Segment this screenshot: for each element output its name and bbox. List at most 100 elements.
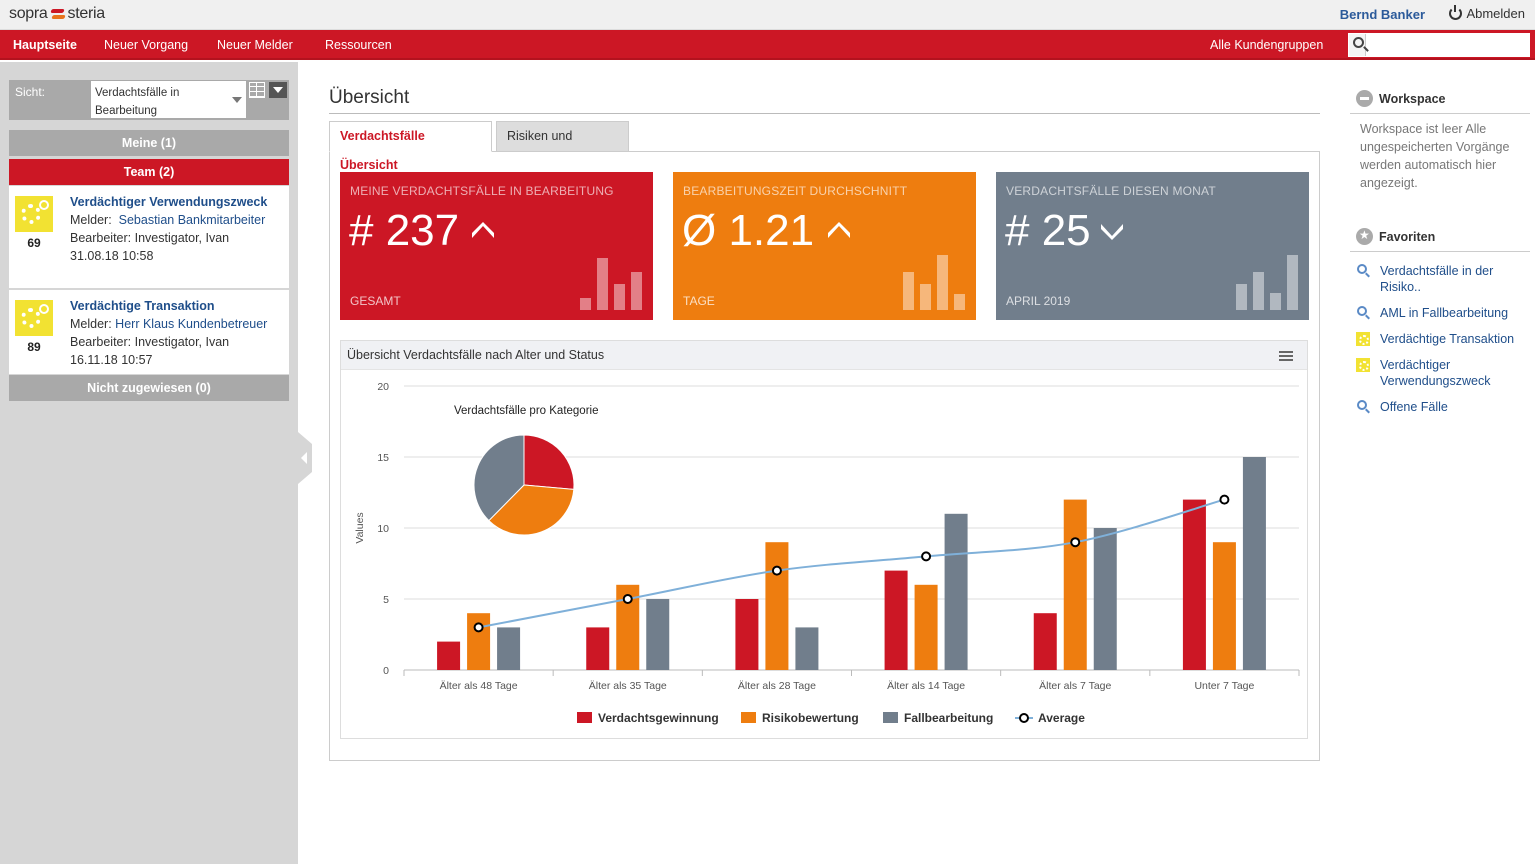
nav-item-neuer-melder[interactable]: Neuer Melder xyxy=(217,38,293,52)
search-icon[interactable] xyxy=(1349,34,1369,56)
view-options-dropdown-icon[interactable] xyxy=(269,82,287,98)
case-date: 31.08.18 10:58 xyxy=(70,249,154,263)
view-label: Sicht: xyxy=(15,85,46,99)
nav-item-hauptseite[interactable]: Hauptseite xyxy=(13,38,77,52)
y-tick-label: 0 xyxy=(383,665,389,677)
chevron-left-icon xyxy=(301,452,307,464)
x-tick-label: Älter als 28 Tage xyxy=(738,680,816,692)
group-mine[interactable]: Meine (1) xyxy=(9,130,289,156)
kpi-mini-bar xyxy=(903,272,914,310)
bar-risikobewertung xyxy=(1063,499,1087,670)
x-tick-label: Älter als 14 Tage xyxy=(887,680,965,692)
kpi-mini-bar xyxy=(614,284,625,310)
bar-verdachtsgewinnung xyxy=(437,641,461,670)
kpi-value: # 25 xyxy=(1005,206,1091,255)
kpi-mini-bar-chart xyxy=(903,250,967,310)
workspace-divider xyxy=(1350,113,1530,114)
case-reporter-label: Melder: xyxy=(70,213,112,227)
favorite-item[interactable]: Verdächtiger Verwendungszweck xyxy=(1356,357,1531,389)
tab-verdachtsfaelle-uebersicht[interactable]: Verdachtsfälle Übersicht xyxy=(329,121,492,172)
average-point xyxy=(921,551,932,562)
case-gear-icon xyxy=(15,300,53,336)
logo-text-left: sopra xyxy=(9,5,48,22)
bar-fallbearbeitung xyxy=(944,513,968,670)
x-tick-label: Älter als 48 Tage xyxy=(440,680,518,692)
kpi-mini-bar xyxy=(954,294,965,310)
case-number: 69 xyxy=(27,236,41,250)
bar-fallbearbeitung xyxy=(1242,457,1266,670)
kpi-tile-my-cases[interactable]: Meine Verdachtsfälle in Bearbeitung # 23… xyxy=(340,172,653,320)
legend-label: Risikobewertung xyxy=(762,711,859,725)
nav-item-ressourcen[interactable]: Ressourcen xyxy=(325,38,392,52)
case-gear-icon xyxy=(1356,332,1370,346)
workspace-header[interactable]: Workspace xyxy=(1356,90,1445,107)
bar-verdachtsgewinnung xyxy=(735,599,759,670)
kpi-tile-processing-time[interactable]: Bearbeitungszeit Durchschnitt Ø 1.21 TAG… xyxy=(673,172,976,320)
workspace-title: Workspace xyxy=(1379,91,1446,106)
view-select[interactable]: Verdachtsfälle in Bearbeitung xyxy=(91,81,246,118)
chevron-down-icon xyxy=(232,97,242,103)
x-tick-label: Unter 7 Tage xyxy=(1194,680,1254,692)
bar-risikobewertung xyxy=(765,542,789,670)
view-select-value: Verdachtsfälle in Bearbeitung xyxy=(95,87,180,117)
kpi-footer: APRIL 2019 xyxy=(1006,294,1071,308)
search-icon xyxy=(1356,400,1370,414)
page-title: Übersicht xyxy=(329,87,410,108)
nav-item-neuer-vorgang[interactable]: Neuer Vorgang xyxy=(104,38,189,52)
chart-card: Übersicht Verdachtsfälle nach Alter und … xyxy=(340,340,1308,739)
pie-slice-risikobewertung xyxy=(488,484,575,536)
pie-slice-verdachtsgewinnung xyxy=(523,434,575,490)
case-reporter-link[interactable]: Herr Klaus Kundenbetreuer xyxy=(115,317,268,331)
y-axis-label: Values xyxy=(354,512,366,543)
favorite-item[interactable]: Verdächtige Transaktion xyxy=(1356,331,1531,347)
bar-risikobewertung xyxy=(1212,542,1236,670)
legend-marker xyxy=(1019,713,1029,723)
logout-button[interactable]: Abmelden xyxy=(1449,5,1525,21)
x-tick-label: Älter als 7 Tage xyxy=(1039,680,1111,692)
logo-text-right: steria xyxy=(67,5,106,22)
kpi-value: # 237 xyxy=(349,206,460,255)
customer-groups-selector[interactable]: Alle Kundengruppen xyxy=(1210,38,1324,52)
tab-risiken-und-quellen[interactable]: Risiken und Quellen xyxy=(496,121,629,172)
case-list-item[interactable]: 89 Verdächtige Transaktion Melder: Herr … xyxy=(9,290,289,374)
case-title-link[interactable]: Verdächtige Transaktion xyxy=(70,299,215,313)
bar-risikobewertung xyxy=(616,584,640,670)
y-tick-label: 10 xyxy=(377,523,389,535)
title-divider xyxy=(329,113,1320,114)
favorite-item[interactable]: Verdachtsfälle in der Risiko.. xyxy=(1356,263,1531,295)
kpi-mini-bar xyxy=(597,258,608,310)
kpi-mini-bar xyxy=(631,272,642,310)
sopra-steria-logo[interactable]: sopra steria xyxy=(9,5,105,23)
table-view-icon[interactable] xyxy=(249,82,265,98)
average-point xyxy=(473,622,484,633)
main-nav: Hauptseite Neuer Vorgang Neuer Melder Re… xyxy=(0,30,1535,60)
bar-verdachtsgewinnung xyxy=(884,570,908,670)
kpi-title: Meine Verdachtsfälle in Bearbeitung xyxy=(350,184,614,198)
average-line xyxy=(478,498,1225,629)
left-sidebar: Sicht: Verdachtsfälle in Bearbeitung Mei… xyxy=(0,62,298,864)
case-reporter-link[interactable]: Sebastian Bankmitarbeiter xyxy=(118,213,266,227)
case-editor: Bearbeiter: Investigator, Ivan xyxy=(70,335,230,349)
average-point xyxy=(1219,494,1230,505)
favorite-label: Verdächtige Transaktion xyxy=(1380,332,1515,346)
kpi-tile-cases-this-month[interactable]: Verdachtsfälle diesen Monat # 25 APRIL 2… xyxy=(996,172,1309,320)
group-unassigned[interactable]: Nicht zugewiesen (0) xyxy=(9,375,289,401)
hamburger-menu-icon[interactable] xyxy=(1279,351,1293,361)
search-input[interactable] xyxy=(1366,34,1529,56)
favorite-item[interactable]: Offene Fälle xyxy=(1356,399,1531,415)
kpi-mini-bar xyxy=(937,255,948,310)
case-title-link[interactable]: Verdächtiger Verwendungszweck xyxy=(70,195,268,209)
user-name-link[interactable]: Bernd Banker xyxy=(1339,7,1425,22)
case-list-item[interactable]: 69 Verdächtiger Verwendungszweck Melder:… xyxy=(9,186,289,288)
favorite-label: AML in Fallbearbeitung xyxy=(1380,306,1509,320)
search-icon xyxy=(1356,264,1370,278)
kpi-footer: TAGE xyxy=(683,294,715,308)
pie-slice-fallbearbeitung xyxy=(473,434,525,522)
favorites-header[interactable]: Favoriten xyxy=(1356,228,1435,245)
case-number: 89 xyxy=(27,340,41,354)
group-team[interactable]: Team (2) xyxy=(9,159,289,185)
favorite-item[interactable]: AML in Fallbearbeitung xyxy=(1356,305,1531,321)
sidebar-collapse-handle[interactable] xyxy=(298,432,312,484)
y-tick-label: 15 xyxy=(377,452,389,464)
power-icon xyxy=(1449,5,1463,20)
